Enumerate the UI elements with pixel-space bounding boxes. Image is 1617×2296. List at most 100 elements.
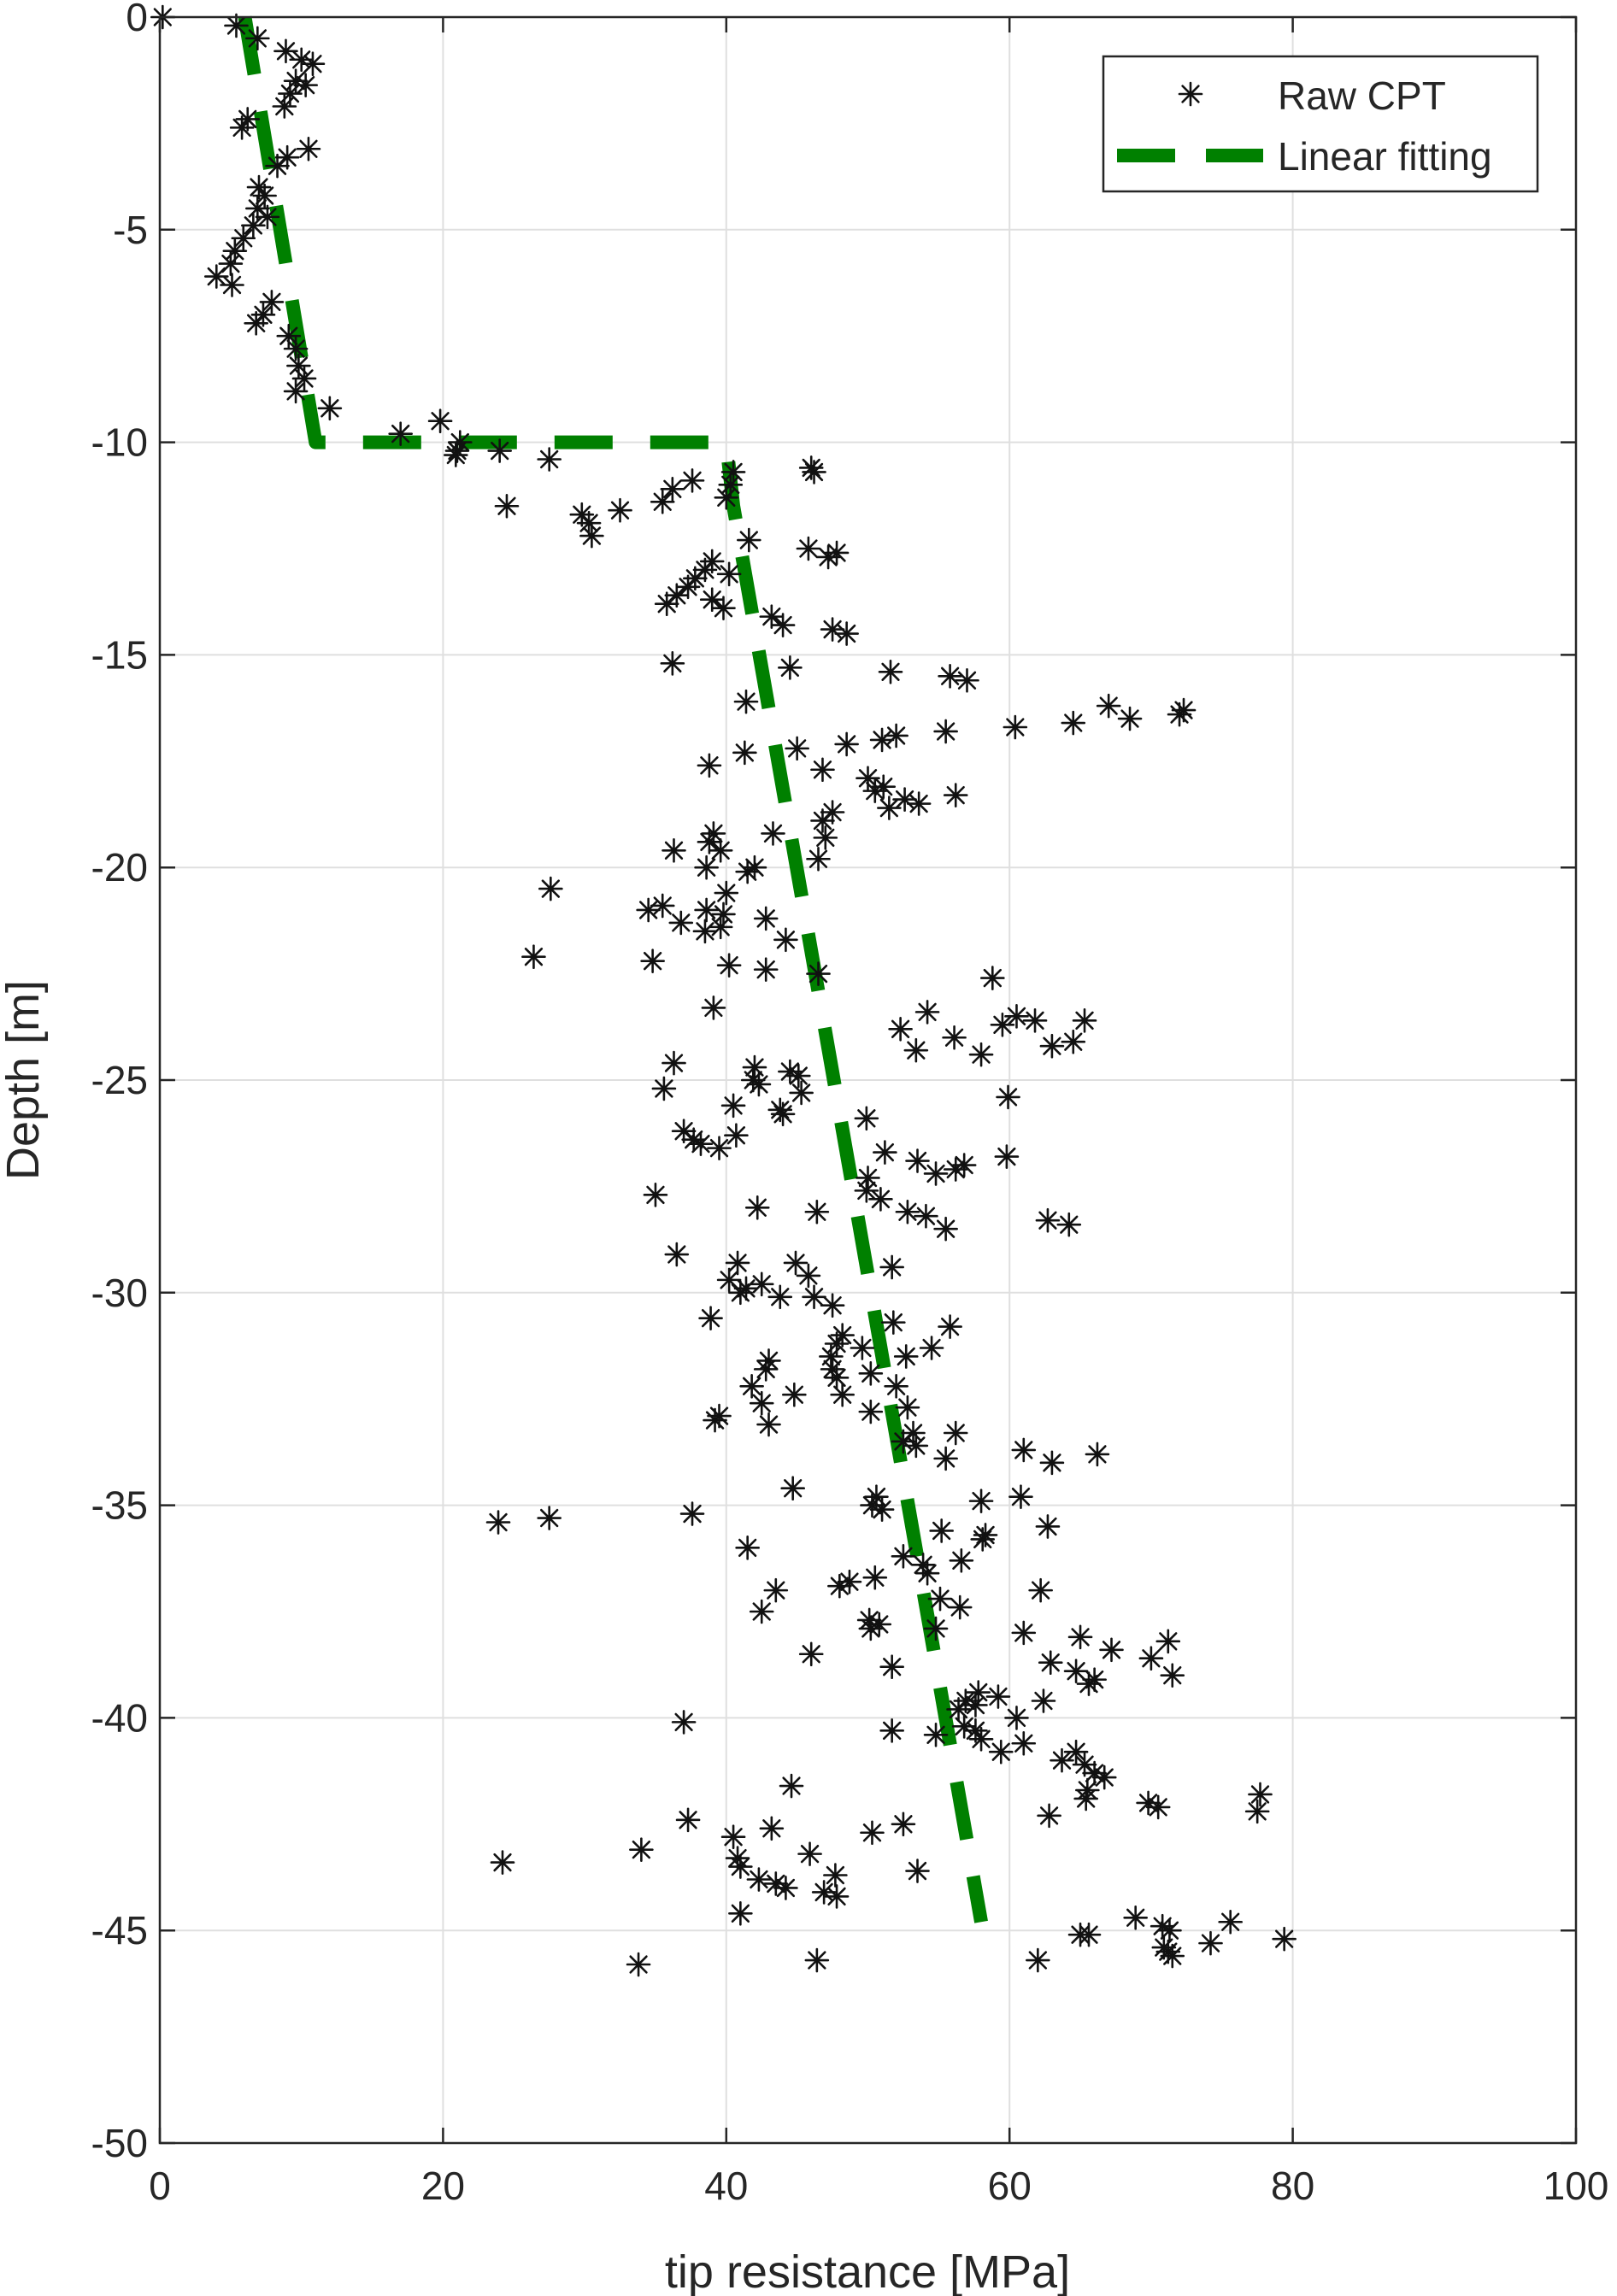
- raw-cpt-point: [823, 1863, 848, 1888]
- raw-cpt-point: [1063, 1739, 1089, 1765]
- raw-cpt-point: [968, 1726, 994, 1752]
- raw-cpt-point: [878, 660, 903, 684]
- raw-cpt-point: [798, 1641, 824, 1667]
- raw-cpt-point: [388, 421, 413, 446]
- raw-cpt-point: [1011, 1730, 1037, 1756]
- raw-cpt-point: [1038, 1650, 1063, 1676]
- raw-cpt-point: [806, 846, 831, 872]
- raw-cpt-point: [893, 1344, 919, 1369]
- raw-cpt-point: [273, 38, 298, 64]
- raw-cpt-point: [785, 736, 809, 761]
- raw-cpt-point: [643, 1183, 668, 1207]
- raw-cpt-point: [1096, 693, 1121, 719]
- raw-cpt-point: [244, 310, 268, 336]
- raw-cpt-point: [699, 587, 725, 613]
- raw-cpt-point: [1248, 1782, 1273, 1807]
- raw-cpt-point: [827, 1573, 852, 1599]
- raw-cpt-point: [490, 1850, 515, 1875]
- raw-cpt-point: [650, 489, 675, 514]
- x-tick-label: 60: [988, 2164, 1032, 2208]
- raw-cpt-point: [487, 438, 512, 463]
- raw-cpt-point: [1145, 1794, 1171, 1820]
- raw-cpt-point: [903, 1037, 929, 1063]
- raw-cpt-point: [737, 527, 761, 553]
- raw-cpt-point: [895, 1199, 920, 1224]
- raw-cpt-point: [854, 1106, 879, 1131]
- x-tick-label: 100: [1544, 2164, 1609, 2208]
- raw-cpt-point: [703, 1407, 727, 1433]
- raw-cpt-point: [229, 115, 255, 140]
- raw-cpt-point: [869, 1497, 895, 1522]
- x-tick-label: 80: [1271, 2164, 1314, 2208]
- raw-cpt-point: [824, 1884, 850, 1909]
- raw-cpt-point: [521, 944, 546, 969]
- raw-cpt-point: [1073, 1786, 1098, 1812]
- raw-cpt-point: [756, 1412, 781, 1437]
- raw-cpt-point: [804, 1199, 830, 1224]
- raw-cpt-point: [802, 460, 826, 484]
- raw-cpt-point: [679, 468, 705, 493]
- raw-cpt-point: [733, 689, 759, 714]
- raw-cpt-point: [770, 1101, 796, 1127]
- raw-cpt-point: [711, 596, 736, 620]
- raw-cpt-point: [660, 477, 685, 502]
- raw-cpt-point: [494, 493, 520, 519]
- raw-cpt-point: [1035, 1207, 1061, 1233]
- raw-cpt-point: [728, 1280, 753, 1306]
- raw-cpt-point: [662, 1050, 686, 1076]
- raw-cpt-point: [1039, 1450, 1065, 1476]
- raw-cpt-point: [1272, 1926, 1297, 1952]
- raw-cpt-point: [810, 757, 835, 783]
- raw-cpt-point: [278, 81, 303, 106]
- raw-cpt-point: [850, 1336, 875, 1360]
- raw-cpt-point: [968, 1042, 994, 1067]
- raw-cpt-point: [905, 1859, 930, 1883]
- raw-cpt-point: [701, 995, 726, 1020]
- raw-cpt-point: [317, 396, 343, 421]
- raw-cpt-point: [963, 1693, 988, 1718]
- raw-cpt-point: [296, 136, 321, 161]
- raw-cpt-point: [877, 796, 902, 820]
- raw-cpt-point: [1008, 1484, 1033, 1509]
- raw-cpt-point: [255, 204, 280, 230]
- raw-cpt-point: [660, 651, 685, 676]
- raw-cpt-point: [862, 778, 888, 803]
- raw-cpt-point: [862, 1565, 888, 1590]
- raw-cpt-point: [629, 1837, 654, 1862]
- legend: Raw CPT Linear fitting: [1102, 55, 1539, 193]
- raw-cpt-point: [694, 854, 719, 880]
- raw-cpt-point: [780, 1476, 805, 1500]
- raw-cpt-point: [662, 837, 686, 863]
- raw-cpt-point: [735, 1536, 760, 1560]
- raw-cpt-point: [1099, 1637, 1124, 1663]
- raw-cpt-point: [692, 919, 718, 944]
- raw-cpt-point: [732, 740, 757, 766]
- raw-cpt-point: [668, 910, 694, 936]
- raw-cpt-point: [1138, 1646, 1164, 1671]
- raw-cpt-point: [1039, 1033, 1065, 1059]
- legend-raw-cpt-marker: [1178, 81, 1203, 107]
- raw-cpt-point: [714, 484, 739, 510]
- raw-cpt-point: [259, 290, 285, 314]
- raw-cpt-point: [739, 1373, 764, 1399]
- raw-cpt-point: [1244, 1799, 1270, 1824]
- raw-cpt-point: [806, 961, 831, 986]
- raw-cpt-point: [990, 1013, 1015, 1037]
- raw-cpt-point: [820, 1293, 845, 1318]
- raw-cpt-point: [720, 1093, 746, 1119]
- raw-cpt-point: [779, 1773, 804, 1799]
- y-tick-label: -35: [91, 1483, 148, 1528]
- raw-cpt-point: [220, 273, 244, 297]
- raw-cpt-point: [820, 617, 845, 642]
- raw-cpt-point: [1011, 1620, 1037, 1646]
- raw-cpt-point: [858, 1616, 884, 1641]
- raw-cpt-point: [1004, 1706, 1029, 1730]
- raw-cpt-point: [1091, 1765, 1117, 1790]
- raw-cpt-point: [728, 1900, 753, 1926]
- raw-cpt-point: [943, 1420, 968, 1446]
- x-tick-label: 0: [149, 2164, 171, 2208]
- raw-cpt-point: [265, 153, 290, 179]
- raw-cpt-point: [773, 1876, 798, 1900]
- raw-cpt-point: [796, 536, 821, 561]
